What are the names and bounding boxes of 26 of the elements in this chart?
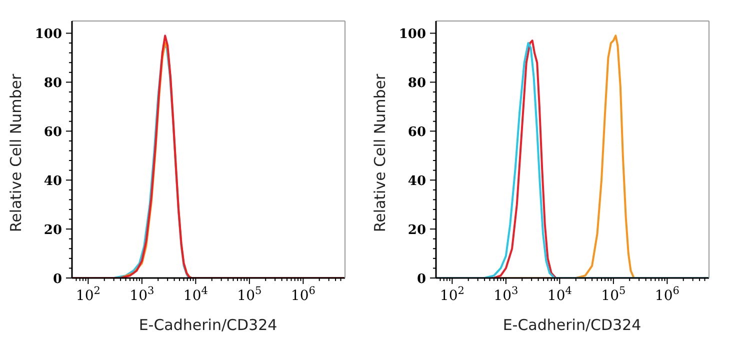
x-tick-label: 10$^{3}$ [130,285,154,304]
x-tick-label: 10$^{2}$ [440,285,464,304]
y-tick-label: 100 [398,27,426,42]
x-axis-title: E-Cadherin/CD324 [502,316,642,334]
x-tick-label: 10$^{4}$ [183,285,208,304]
y-tick-label: 40 [408,174,426,190]
y-tick-label: 60 [408,125,426,140]
x-tick-label: 10$^{5}$ [601,285,626,304]
x-tick-label: 10$^{3}$ [494,285,518,304]
x-axis-title: E-Cadherin/CD324 [138,316,278,334]
x-tick-label: 10$^{6}$ [654,285,680,304]
y-tick-label: 40 [44,174,62,190]
y-tick-label: 60 [44,125,62,140]
x-tick-label: 10$^{4}$ [547,285,572,304]
y-tick-label: 20 [44,223,62,238]
y-tick-label: 0 [416,272,426,287]
y-tick-label: 20 [408,223,426,238]
x-tick-label: 10$^{6}$ [290,285,316,304]
x-tick-label: 10$^{2}$ [76,285,100,304]
y-tick-label: 80 [44,76,62,92]
y-tick-label: 80 [408,76,426,92]
y-tick-label: 100 [34,27,62,42]
y-tick-label: 0 [52,272,62,287]
y-axis-title: Relative Cell Number [7,74,26,232]
y-axis-title: Relative Cell Number [371,74,390,232]
x-tick-label: 10$^{5}$ [237,285,262,304]
